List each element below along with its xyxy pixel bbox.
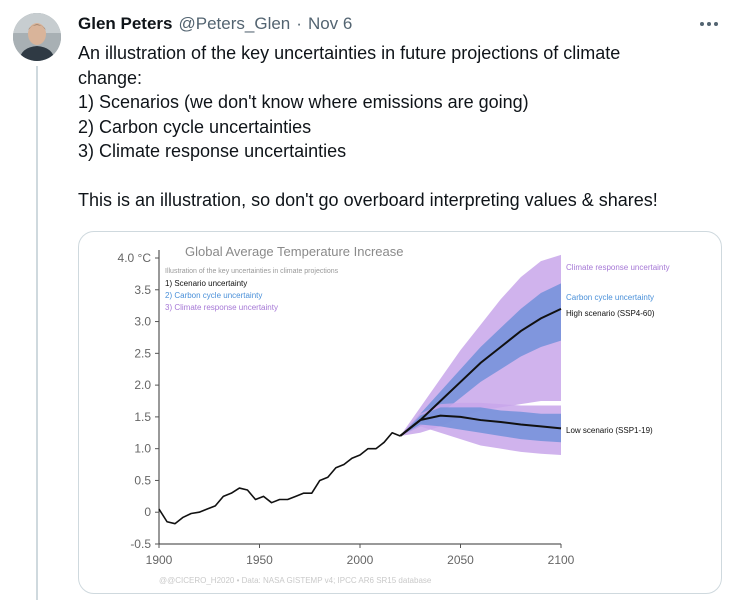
x-tick-label: 2100: [548, 553, 575, 567]
separator-dot: ·: [296, 14, 302, 33]
label-high-scenario: High scenario (SSP4-60): [566, 309, 655, 318]
timestamp[interactable]: Nov 6: [307, 14, 353, 33]
x-tick-label: 2000: [347, 553, 374, 567]
tweet-line: 2) Carbon cycle uncertainties: [78, 116, 312, 137]
tweet-text: An illustration of the key uncertainties…: [78, 41, 718, 213]
author-handle[interactable]: @Peters_Glen: [178, 14, 291, 33]
tweet-media-chart[interactable]: 4.0 °C 3.5 3.0 2.5 2.0 1.5 1.0 0.5 0 -0.5 1900 195…: [78, 231, 722, 594]
tweet-line: change:: [78, 67, 143, 88]
y-tick-label: 0.5: [134, 473, 151, 487]
high-climate-response-band: [400, 254, 561, 436]
y-tick-label: 1.0: [134, 442, 151, 456]
label-carbon-cycle: Carbon cycle uncertainty: [566, 293, 654, 302]
temperature-chart: 4.0 °C 3.5 3.0 2.5 2.0 1.5 1.0 0.5 0 -0.5 1900 195…: [118, 244, 670, 585]
y-tick-label: 2.5: [134, 346, 151, 360]
chart-title: Global Average Temperature Increase: [185, 244, 404, 259]
x-tick-label: 1950: [246, 553, 273, 567]
y-tick-label: 2.0: [134, 378, 151, 392]
high-carbon-cycle-band: [400, 283, 561, 436]
y-tick-label: 3.0: [134, 315, 151, 329]
tweet-line: An illustration of the key uncertainties…: [78, 43, 621, 63]
tweet-line: 3) Climate response uncertainties: [78, 141, 347, 161]
more-horizontal-icon[interactable]: [694, 14, 724, 34]
author-name[interactable]: Glen Peters: [78, 14, 173, 33]
historical-line: [158, 431, 401, 525]
tweet-header: Glen Peters @Peters_Glen · Nov 6: [78, 13, 352, 35]
x-tick-label: 1900: [146, 553, 173, 567]
chart-subtitle: Illustration of the key uncertainties in…: [165, 268, 339, 275]
y-tick-label: 3.5: [134, 283, 151, 297]
low-scenario-line: [399, 414, 562, 437]
legend-carbon-cycle: 2) Carbon cycle uncertainty: [165, 291, 262, 300]
y-tick-label: 1.5: [134, 410, 151, 424]
label-low-scenario: Low scenario (SSP1-19): [566, 426, 653, 435]
high-scenario-line: [399, 307, 562, 437]
avatar[interactable]: [13, 13, 61, 61]
thread-line: [36, 66, 38, 600]
chart-source: @@CICERO_H2020 • Data: NASA GISTEMP v4; …: [159, 576, 432, 585]
legend-scenario: 1) Scenario uncertainty: [165, 279, 247, 288]
tweet-closing: This is an illustration, so don't go ove…: [78, 190, 658, 210]
y-tick-label: -0.5: [130, 537, 151, 551]
y-tick-label: 0: [144, 505, 151, 519]
legend-climate-response: 3) Climate response uncertainty: [165, 303, 278, 312]
label-climate-response: Climate response uncertainty: [566, 263, 670, 272]
avatar-image: [13, 13, 61, 61]
y-tick-label: 4.0 °C: [118, 251, 152, 265]
tweet-line: 1) Scenarios (we don't know where emissi…: [78, 92, 529, 112]
x-tick-label: 2050: [447, 553, 474, 567]
